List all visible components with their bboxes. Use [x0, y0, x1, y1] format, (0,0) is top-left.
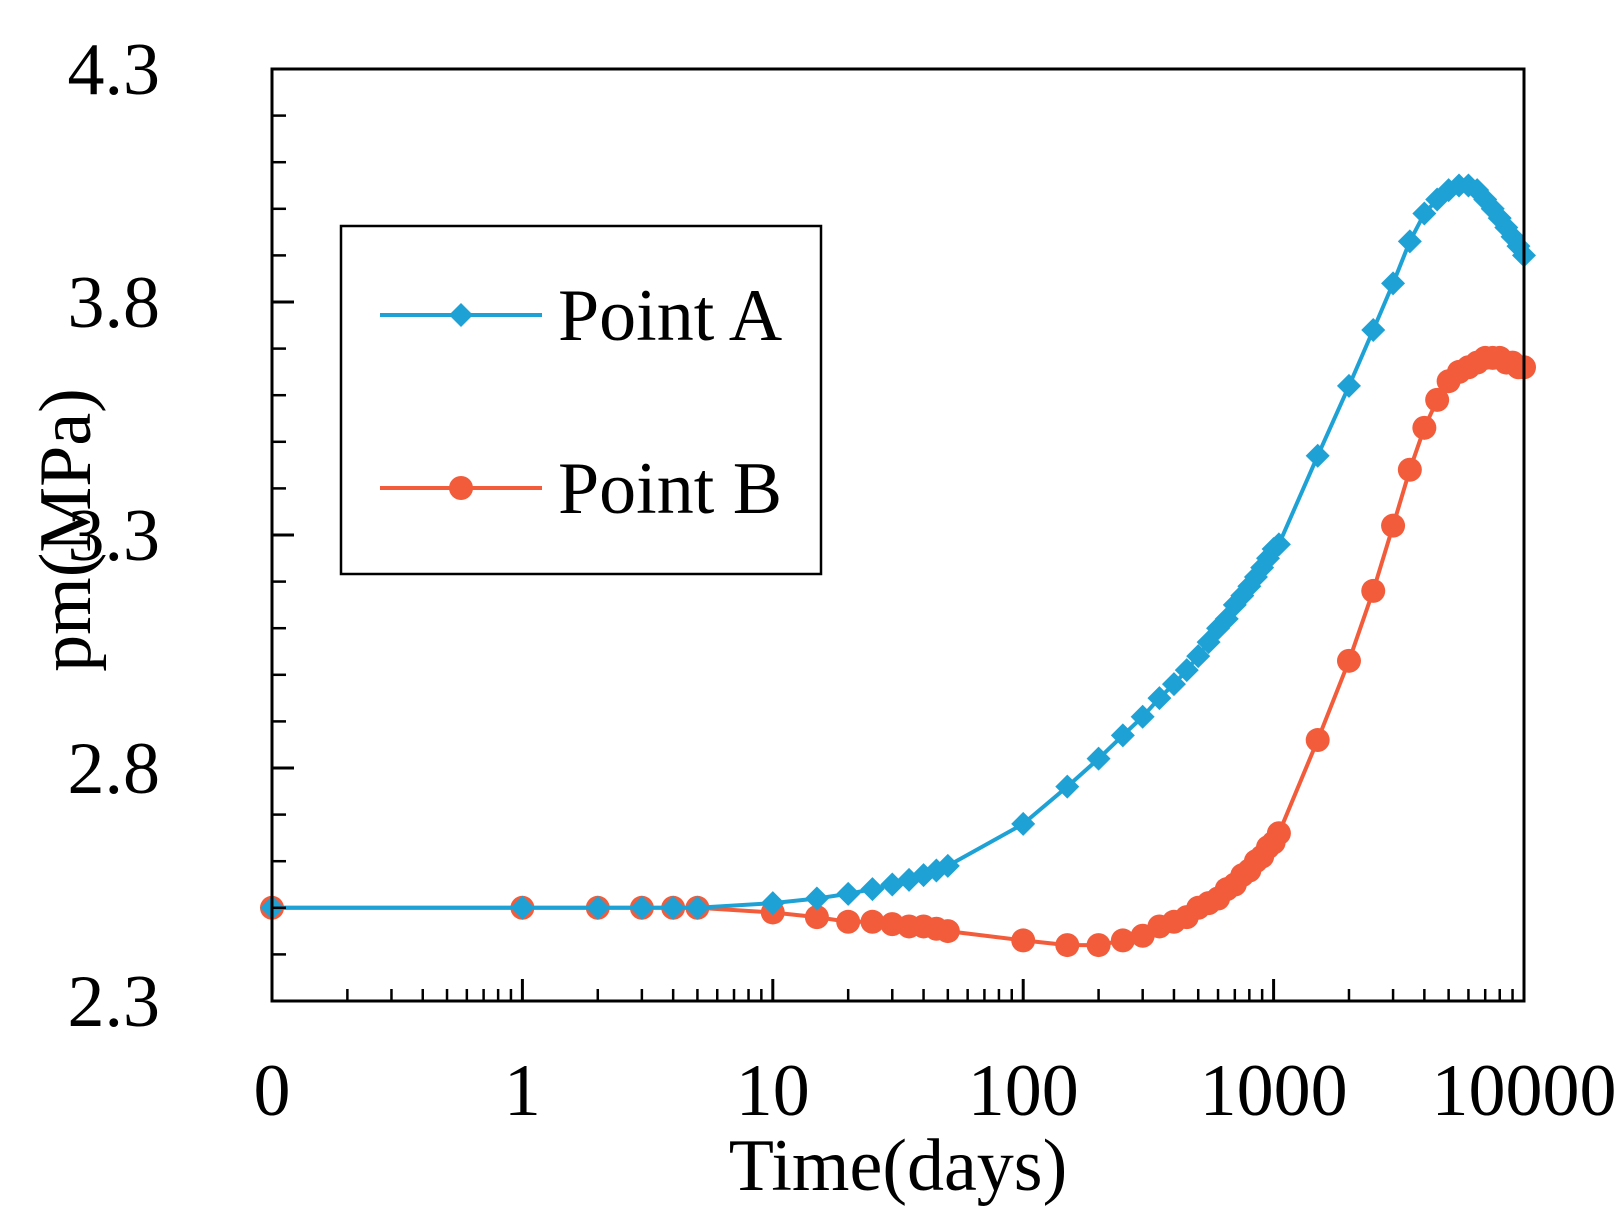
data-point-diamond — [1174, 658, 1199, 683]
data-point-diamond — [860, 877, 885, 902]
x-tick-label: 0 — [254, 1050, 291, 1132]
x-tick-label: 10000 — [1432, 1050, 1617, 1132]
y-tick-label: 3.3 — [68, 495, 161, 577]
y-axis-title: pm(MPa) — [25, 388, 107, 672]
data-point-diamond — [1186, 644, 1211, 669]
data-point-diamond — [836, 881, 861, 906]
data-point-circle — [1055, 933, 1080, 958]
axis-ticks — [270, 67, 1526, 1003]
data-point-diamond — [629, 895, 654, 920]
data-point-diamond — [1336, 373, 1361, 398]
x-tick-label: 1 — [504, 1050, 541, 1132]
data-point-diamond — [510, 895, 535, 920]
legend-label-point-a: Point A — [558, 275, 782, 357]
data-point-diamond — [1110, 723, 1135, 748]
data-point-diamond — [935, 853, 960, 878]
y-tick-label: 2.8 — [68, 728, 161, 810]
data-point-diamond — [1161, 672, 1186, 697]
data-point-diamond — [585, 895, 610, 920]
data-point-diamond — [804, 886, 829, 911]
series-layer — [260, 173, 1536, 958]
legend-marker-circle-icon — [449, 476, 473, 500]
data-point-diamond — [685, 895, 710, 920]
data-point-diamond — [1011, 811, 1036, 836]
data-point-diamond — [1086, 746, 1111, 771]
data-point-diamond — [661, 895, 686, 920]
data-point-circle — [804, 905, 829, 930]
data-point-circle — [1110, 928, 1135, 953]
data-point-circle — [1361, 578, 1386, 603]
data-point-circle — [1425, 387, 1450, 412]
data-point-diamond — [880, 872, 905, 897]
data-point-circle — [1011, 928, 1036, 953]
data-point-diamond — [1266, 532, 1291, 557]
x-axis-title: Time(days) — [729, 1125, 1068, 1207]
axis-tick-labels: 0 1 10 100 1000 10000 2.3 2.8 3.3 3.8 4.3 — [68, 29, 1617, 1132]
data-point-circle — [1336, 648, 1361, 673]
data-point-diamond — [760, 891, 785, 916]
data-point-circle — [1266, 821, 1291, 846]
x-tick-label: 100 — [968, 1050, 1079, 1132]
data-point-circle — [1381, 513, 1406, 538]
data-point-circle — [935, 919, 960, 944]
legend-marker-diamond-icon — [449, 303, 473, 327]
data-point-diamond — [1381, 271, 1406, 296]
series-point-a — [260, 173, 1536, 920]
data-point-diamond — [1147, 686, 1172, 711]
legend-label-point-b: Point B — [558, 448, 782, 530]
y-tick-label: 3.8 — [68, 262, 161, 344]
data-point-diamond — [1055, 774, 1080, 799]
data-point-circle — [1397, 457, 1422, 482]
data-point-diamond — [1361, 317, 1386, 342]
x-tick-label: 10 — [736, 1050, 810, 1132]
data-point-diamond — [1305, 443, 1330, 468]
data-point-circle — [1305, 728, 1330, 753]
data-point-diamond — [1130, 704, 1155, 729]
data-point-circle — [836, 909, 861, 934]
data-point-circle — [1086, 933, 1111, 958]
data-point-circle — [860, 909, 885, 934]
y-tick-label: 4.3 — [68, 29, 161, 111]
x-tick-label: 1000 — [1200, 1050, 1348, 1132]
data-point-diamond — [1412, 201, 1437, 226]
legend: Point A Point B — [339, 224, 823, 576]
legend-box — [339, 224, 823, 576]
y-tick-label: 2.3 — [68, 961, 161, 1043]
data-point-diamond — [1397, 229, 1422, 254]
data-point-circle — [1412, 415, 1437, 440]
